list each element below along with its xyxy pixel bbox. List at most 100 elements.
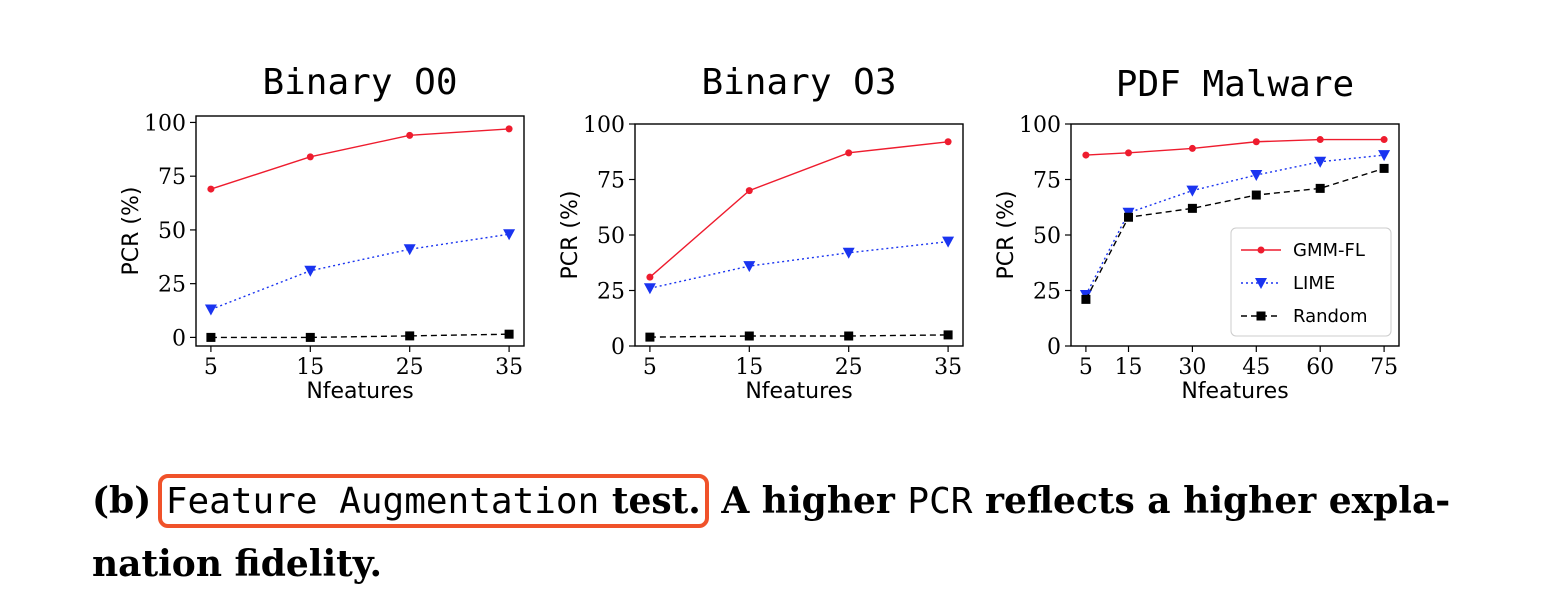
y-tick-label: 75 xyxy=(597,169,625,194)
data-point xyxy=(304,265,317,277)
chart-panel-1: Binary O3 0 25 50 75 100 5 15 25 35 Nfeatures PCR (… xyxy=(558,62,964,404)
x-tick-label: 25 xyxy=(396,355,424,380)
y-tick-label: 0 xyxy=(1047,335,1061,360)
x-tick-label: 35 xyxy=(934,355,962,380)
x-tick-label: 5 xyxy=(643,355,657,380)
y-tick-label: 50 xyxy=(158,219,186,244)
data-point xyxy=(942,236,955,248)
data-point xyxy=(1251,190,1261,200)
data-point xyxy=(1379,163,1389,173)
y-tick-label: 100 xyxy=(144,111,186,136)
data-point xyxy=(1188,144,1196,152)
x-tick-label: 45 xyxy=(1242,355,1270,380)
chart-panel-0: Binary O0 0 25 50 75 100 5 15 25 35 Nfeatures PCR (… xyxy=(119,62,525,404)
caption-prefix: (b) xyxy=(92,480,152,522)
data-point xyxy=(503,229,516,241)
caption-text-a: A higher xyxy=(721,480,895,522)
y-tick-label: 25 xyxy=(1033,280,1061,305)
data-point xyxy=(1250,170,1263,182)
caption-test-name: Feature Augmentation xyxy=(165,481,600,522)
data-point xyxy=(406,131,414,139)
data-point xyxy=(744,331,754,341)
data-point xyxy=(745,187,753,195)
series-line xyxy=(1085,154,1385,296)
data-point xyxy=(646,273,654,281)
data-point xyxy=(1380,136,1388,144)
figure-caption: (b) Feature Augmentation test. A higher … xyxy=(92,470,1492,595)
legend-label: Random xyxy=(1293,306,1368,327)
data-point xyxy=(743,261,756,273)
y-axis-label: PCR (%) xyxy=(119,187,144,276)
data-point xyxy=(643,283,656,295)
x-axis-label: Nfeatures xyxy=(306,379,413,404)
x-tick-label: 15 xyxy=(1115,355,1143,380)
x-tick-label: 15 xyxy=(735,355,763,380)
data-point xyxy=(1124,212,1134,222)
y-axis-label: PCR (%) xyxy=(994,191,1019,280)
data-point xyxy=(845,149,853,157)
data-point xyxy=(1316,136,1324,144)
caption-highlight-box: Feature Augmentation test. xyxy=(157,474,709,528)
legend-marker xyxy=(1255,278,1267,289)
legend-label: GMM-FL xyxy=(1293,240,1365,261)
y-tick-label: 0 xyxy=(611,335,625,360)
data-point xyxy=(943,330,953,340)
data-point xyxy=(1315,183,1325,193)
data-point xyxy=(1187,203,1197,213)
data-point xyxy=(1314,156,1327,168)
series-line xyxy=(649,334,949,338)
x-tick-label: 60 xyxy=(1306,355,1334,380)
plot-frame xyxy=(195,115,525,347)
y-tick-label: 75 xyxy=(158,165,186,190)
x-tick-label: 15 xyxy=(296,355,324,380)
data-point xyxy=(1252,138,1260,146)
series-gmm-fl xyxy=(1082,136,1388,159)
legend-marker xyxy=(1257,246,1265,254)
chart-panel-2: PDF Malware 0 25 50 75 100 5 15 30 45 60 75 Nfeature… xyxy=(994,64,1400,404)
x-tick-label: 30 xyxy=(1178,355,1206,380)
series-line xyxy=(649,240,949,289)
y-axis-label: PCR (%) xyxy=(558,191,583,280)
series-gmm-fl xyxy=(646,138,952,281)
caption-text-b: reflects a higher expla- xyxy=(985,480,1451,522)
y-tick-label: 75 xyxy=(1033,169,1061,194)
data-point xyxy=(305,332,315,342)
chart-title: Binary O0 xyxy=(262,62,457,103)
data-point xyxy=(1082,151,1090,159)
data-point xyxy=(645,332,655,342)
y-tick-label: 50 xyxy=(1033,224,1061,249)
legend: GMM-FL LIME Random xyxy=(1230,227,1392,337)
data-point xyxy=(405,331,415,341)
data-point xyxy=(1378,150,1391,162)
series-line xyxy=(210,233,510,311)
y-tick-label: 0 xyxy=(172,326,186,351)
data-point xyxy=(842,247,855,259)
data-point xyxy=(206,332,216,342)
x-tick-label: 75 xyxy=(1370,355,1398,380)
data-point xyxy=(1186,185,1199,197)
series-lime xyxy=(204,229,516,316)
data-point xyxy=(403,244,416,256)
chart-title: Binary O3 xyxy=(701,62,896,103)
legend-box xyxy=(1230,227,1392,337)
series-lime xyxy=(643,236,955,295)
series-gmm-fl xyxy=(207,125,513,193)
caption-test-word: test. xyxy=(611,480,701,522)
x-axis-label: Nfeatures xyxy=(745,379,852,404)
data-point xyxy=(306,153,314,161)
series-random xyxy=(1081,163,1389,304)
series-line xyxy=(210,128,510,190)
x-tick-label: 25 xyxy=(835,355,863,380)
data-point xyxy=(944,138,952,146)
data-point xyxy=(207,185,215,193)
y-tick-label: 100 xyxy=(583,113,625,138)
caption-line-2: nation fidelity. xyxy=(92,543,383,585)
data-point xyxy=(1125,149,1133,157)
x-tick-label: 35 xyxy=(495,355,523,380)
y-tick-label: 50 xyxy=(597,224,625,249)
data-point xyxy=(844,331,854,341)
data-point xyxy=(1081,294,1091,304)
legend-label: LIME xyxy=(1293,273,1335,294)
data-point xyxy=(204,304,217,316)
y-tick-label: 25 xyxy=(158,273,186,298)
